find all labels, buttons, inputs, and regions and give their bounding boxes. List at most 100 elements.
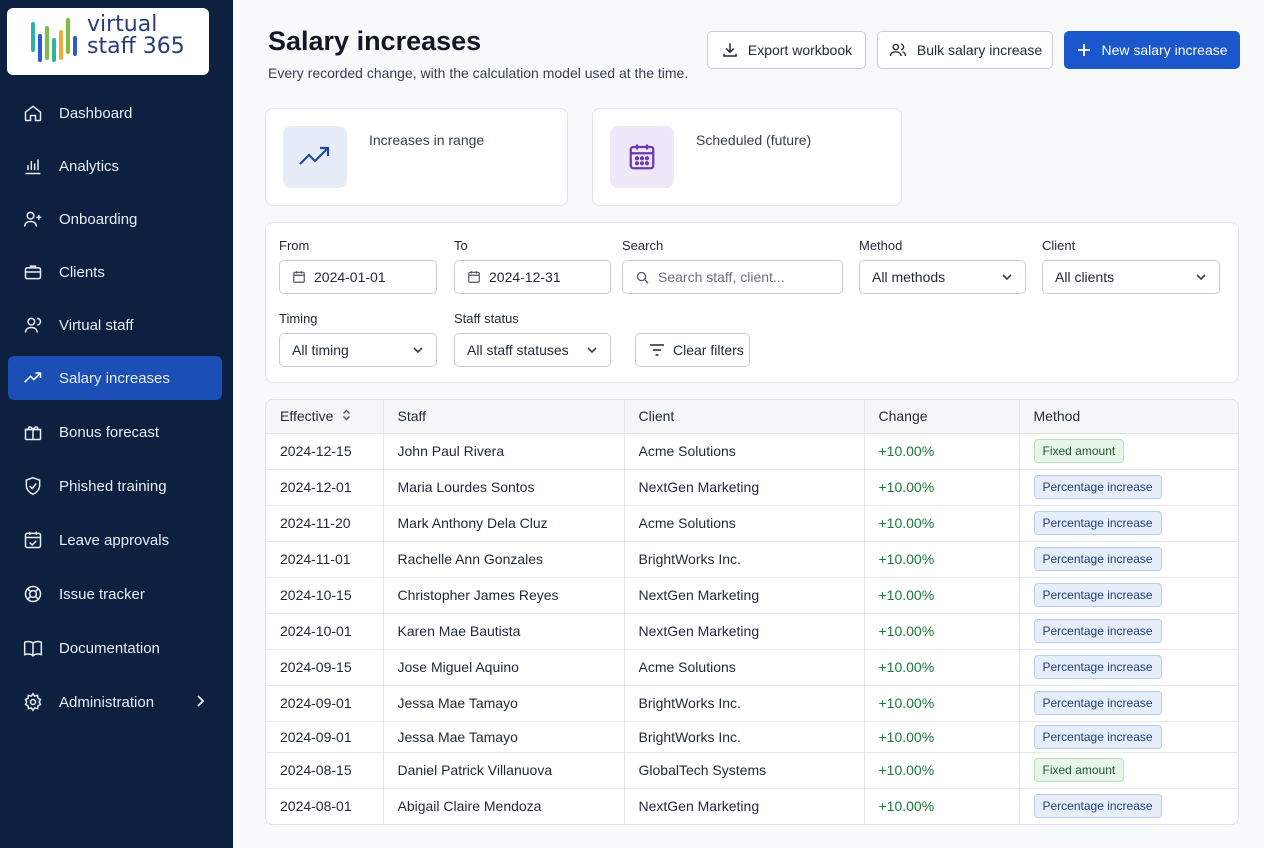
chevron-down-icon bbox=[1001, 271, 1013, 283]
cell-staff: Abigail Claire Mendoza bbox=[383, 788, 625, 824]
sidebar-item-label: Phished training bbox=[59, 477, 167, 495]
bulk-salary-increase-label: Bulk salary increase bbox=[916, 42, 1043, 58]
sidebar-item-virtual-staff[interactable]: Virtual staff bbox=[8, 303, 222, 347]
chevron-down-icon bbox=[586, 344, 598, 356]
from-date-field[interactable]: 2024-01-01 bbox=[279, 260, 437, 294]
cell-change: +10.00% bbox=[864, 469, 1020, 506]
cell-change: +10.00% bbox=[864, 433, 1020, 470]
cell-method: Fixed amount bbox=[1019, 433, 1238, 470]
method-badge: Percentage increase bbox=[1033, 475, 1162, 499]
method-badge: Fixed amount bbox=[1033, 439, 1125, 463]
sidebar-item-label: Documentation bbox=[59, 639, 160, 657]
sidebar-item-bonus-forecast[interactable]: Bonus forecast bbox=[8, 410, 222, 454]
cell-client: Acme Solutions bbox=[624, 505, 865, 542]
column-header-client[interactable]: Client bbox=[624, 400, 865, 434]
sidebar-item-onboarding[interactable]: Onboarding bbox=[8, 197, 222, 241]
brand-line2: staff 365 bbox=[87, 34, 185, 59]
sidebar: virtual staff 365 Dashboard Analytics On… bbox=[0, 0, 233, 848]
book-icon bbox=[22, 637, 44, 659]
to-date-field[interactable]: 2024-12-31 bbox=[454, 260, 611, 294]
sidebar-item-salary-increases[interactable]: Salary increases bbox=[8, 356, 222, 400]
data-table: Effective Staff Client Change Method 202… bbox=[266, 400, 1238, 824]
search-input[interactable]: Search staff, client... bbox=[622, 260, 843, 294]
cell-client: Acme Solutions bbox=[624, 433, 865, 470]
users-icon bbox=[22, 314, 44, 336]
brand-logo[interactable]: virtual staff 365 bbox=[7, 8, 209, 75]
shield-icon bbox=[22, 475, 44, 497]
method-select-value: All methods bbox=[872, 269, 946, 285]
cell-client: GlobalTech Systems bbox=[624, 752, 865, 789]
table-row[interactable]: 2024-09-01 Jessa Mae Tamayo BrightWorks In… bbox=[266, 685, 1238, 722]
sidebar-item-label: Clients bbox=[59, 263, 105, 281]
bar-chart-icon bbox=[22, 155, 44, 177]
sidebar-item-clients[interactable]: Clients bbox=[8, 250, 222, 294]
bulk-salary-increase-button[interactable]: Bulk salary increase bbox=[877, 31, 1053, 69]
sidebar-item-analytics[interactable]: Analytics bbox=[8, 144, 222, 188]
home-icon bbox=[22, 102, 44, 124]
cell-client: Acme Solutions bbox=[624, 649, 865, 686]
method-select[interactable]: All methods bbox=[859, 260, 1026, 294]
cell-client: NextGen Marketing bbox=[624, 577, 865, 614]
sidebar-item-leave-approvals[interactable]: Leave approvals bbox=[8, 518, 222, 562]
table-body: 2024-12-15 John Paul Rivera Acme Solutions… bbox=[266, 433, 1238, 824]
sidebar-item-dashboard[interactable]: Dashboard bbox=[8, 91, 222, 135]
export-workbook-button[interactable]: Export workbook bbox=[707, 31, 866, 69]
cell-effective: 2024-09-01 bbox=[266, 685, 384, 722]
sidebar-item-documentation[interactable]: Documentation bbox=[8, 626, 222, 670]
users-icon bbox=[888, 41, 908, 59]
calendar-icon bbox=[467, 270, 481, 284]
clear-filters-button[interactable]: Clear filters bbox=[635, 333, 750, 367]
cell-staff: Jessa Mae Tamayo bbox=[383, 721, 625, 753]
cell-change: +10.00% bbox=[864, 721, 1020, 753]
table-row[interactable]: 2024-12-15 John Paul Rivera Acme Solutions… bbox=[266, 433, 1238, 470]
method-badge: Fixed amount bbox=[1033, 758, 1125, 782]
cell-effective: 2024-08-01 bbox=[266, 788, 384, 824]
cell-change: +10.00% bbox=[864, 649, 1020, 686]
table-row[interactable]: 2024-11-01 Rachelle Ann Gonzales BrightWor… bbox=[266, 541, 1238, 578]
cell-staff: Mark Anthony Dela Cluz bbox=[383, 505, 625, 542]
client-select-value: All clients bbox=[1055, 269, 1115, 285]
table-row[interactable]: 2024-08-15 Daniel Patrick Villanuova Globa… bbox=[266, 752, 1238, 789]
search-placeholder: Search staff, client... bbox=[658, 269, 785, 285]
clear-filters-label: Clear filters bbox=[673, 342, 744, 358]
sidebar-item-label: Administration bbox=[59, 693, 155, 711]
method-badge: Percentage increase bbox=[1033, 619, 1162, 643]
filter-icon bbox=[649, 343, 665, 357]
column-header-method[interactable]: Method bbox=[1019, 400, 1238, 434]
sidebar-item-administration[interactable]: Administration bbox=[8, 680, 222, 724]
plus-icon bbox=[1076, 42, 1092, 58]
search-label: Search bbox=[622, 238, 664, 253]
table-row[interactable]: 2024-09-15 Jose Miguel Aquino Acme Solutio… bbox=[266, 649, 1238, 686]
sidebar-item-label: Bonus forecast bbox=[59, 423, 160, 441]
table-row[interactable]: 2024-09-01 Jessa Mae Tamayo BrightWorks In… bbox=[266, 721, 1238, 753]
staff-status-select[interactable]: All staff statuses bbox=[454, 333, 611, 367]
method-label: Method bbox=[859, 238, 903, 253]
calendar-icon bbox=[610, 126, 674, 188]
from-label: From bbox=[279, 238, 310, 253]
brand-line1: virtual bbox=[87, 12, 158, 37]
new-salary-increase-button[interactable]: New salary increase bbox=[1064, 31, 1240, 69]
download-icon bbox=[721, 41, 739, 59]
method-badge: Percentage increase bbox=[1033, 794, 1162, 818]
column-header-change[interactable]: Change bbox=[864, 400, 1020, 434]
table-row[interactable]: 2024-10-01 Karen Mae Bautista NextGen Mark… bbox=[266, 613, 1238, 650]
cell-effective: 2024-09-15 bbox=[266, 649, 384, 686]
cell-staff: Karen Mae Bautista bbox=[383, 613, 625, 650]
cell-method: Fixed amount bbox=[1019, 752, 1238, 789]
table-row[interactable]: 2024-11-20 Mark Anthony Dela Cluz Acme Sol… bbox=[266, 505, 1238, 542]
column-header-effective[interactable]: Effective bbox=[266, 400, 384, 434]
table-row[interactable]: 2024-12-01 Maria Lourdes Sontos NextGen Ma… bbox=[266, 469, 1238, 506]
cell-method: Percentage increase bbox=[1019, 469, 1238, 506]
sidebar-item-label: Analytics bbox=[59, 157, 120, 175]
column-header-staff[interactable]: Staff bbox=[383, 400, 625, 434]
table-row[interactable]: 2024-08-01 Abigail Claire Mendoza NextGen … bbox=[266, 788, 1238, 824]
cell-staff: Jose Miguel Aquino bbox=[383, 649, 625, 686]
cell-effective: 2024-11-20 bbox=[266, 505, 384, 542]
sidebar-item-issue-tracker[interactable]: Issue tracker bbox=[8, 572, 222, 616]
table-row[interactable]: 2024-10-15 Christopher James Reyes NextGen… bbox=[266, 577, 1238, 614]
client-select[interactable]: All clients bbox=[1042, 260, 1220, 294]
sidebar-item-phished-training[interactable]: Phished training bbox=[8, 464, 222, 508]
timing-select[interactable]: All timing bbox=[279, 333, 437, 367]
cell-method: Percentage increase bbox=[1019, 788, 1238, 824]
cell-effective: 2024-09-01 bbox=[266, 721, 384, 753]
